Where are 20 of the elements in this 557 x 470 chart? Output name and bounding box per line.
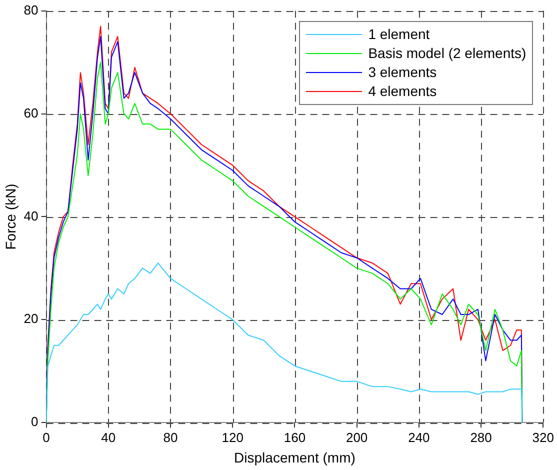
x-tick-label: 0: [42, 430, 50, 445]
y-tick-label: 0: [31, 414, 38, 430]
y-tick-label: 60: [24, 105, 38, 120]
x-tick-label: 240: [408, 430, 430, 445]
legend-label: Basis model (2 elements): [368, 44, 526, 63]
y-axis-title: Force (kN): [2, 184, 18, 250]
legend-label: 4 elements: [368, 82, 437, 101]
x-tick-label: 320: [532, 430, 554, 445]
x-tick-label: 160: [284, 430, 306, 445]
x-tick-label: 120: [222, 430, 244, 445]
legend-label: 3 elements: [368, 62, 437, 82]
y-tick-label: 40: [24, 208, 38, 224]
x-tick-label: 80: [163, 430, 178, 445]
x-axis-title: Displacement (mm): [234, 449, 356, 466]
y-tick-label: 80: [24, 2, 38, 18]
legend-label: 1 element: [368, 24, 430, 44]
x-tick-label: 200: [346, 430, 368, 445]
y-tick-label: 20: [24, 311, 38, 326]
x-tick-label: 40: [101, 430, 116, 445]
x-tick-label: 280: [470, 430, 492, 445]
